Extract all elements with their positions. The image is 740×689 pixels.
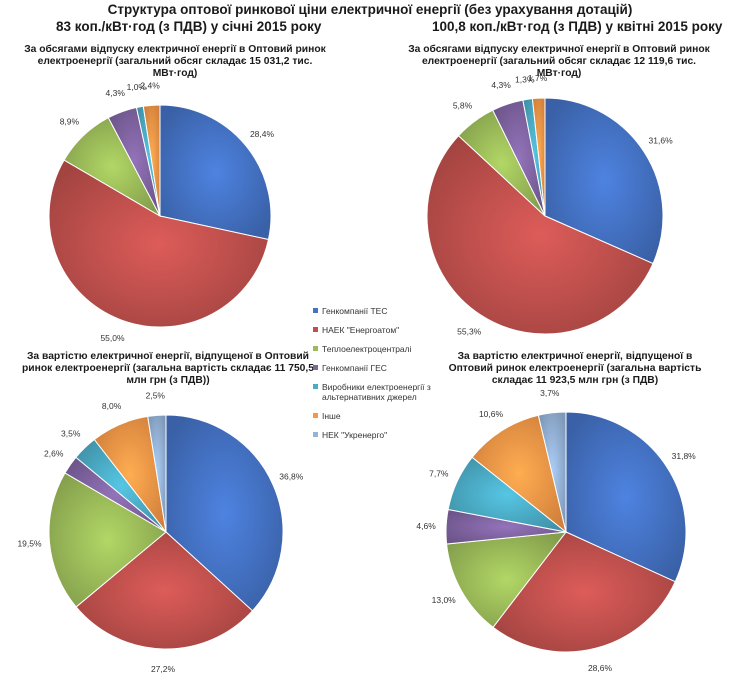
data-label-renewables: 3,5% [61, 429, 81, 439]
data-label-tpp-gencos: 36,8% [279, 472, 304, 482]
data-label-chp: 19,5% [17, 538, 42, 548]
legend-swatch [313, 308, 318, 313]
legend-item-tpp-gencos: Генкомпанії ТЕС [313, 306, 473, 316]
data-label-other: 1,7% [528, 73, 548, 83]
legend-swatch [313, 384, 318, 389]
data-label-tpp-gencos: 31,6% [649, 136, 674, 146]
pie-slice-energoatom [426, 135, 654, 335]
pie-slice-chp [446, 531, 568, 628]
legend-label: Виробники електроенергії з альтернативни… [322, 382, 431, 402]
legend-item-chp: Теплоелектроцентралі [313, 344, 473, 354]
data-label-tpp-gencos: 28,4% [250, 129, 275, 139]
pie-slice-other [142, 104, 161, 217]
pie-slice-ukrenergo [537, 411, 567, 533]
data-label-ukrenergo: 3,7% [540, 388, 560, 398]
data-label-chp: 8,9% [60, 116, 80, 126]
legend-label: НАЕК "Енергоатом" [322, 325, 400, 335]
data-label-other: 2,4% [140, 80, 160, 90]
chart-title-volume-january: За обсягами відпуску електричної енергії… [24, 44, 326, 79]
legend-label: НЕК "Укренерго" [322, 430, 388, 440]
chart-title-volume-april: За обсягами відпуску електричної енергії… [408, 44, 710, 79]
legend-label: Інше [322, 411, 341, 421]
legend-swatch [313, 327, 318, 332]
pie-value-april: 31,8% 28,6% 13,0% 4,6% 7,7% 10,6% 3,7% [416, 388, 696, 673]
page-title: Структура оптової ринкової ціни електрич… [107, 2, 633, 17]
legend-item-energoatom: НАЕК "Енергоатом" [313, 325, 473, 335]
data-label-hpp-gencos: 4,3% [491, 80, 511, 90]
data-label-renewables: 1,3% [515, 75, 535, 85]
legend-swatch [313, 432, 318, 437]
legend-label: Генкомпанії ГЕС [322, 363, 387, 373]
legend: Генкомпанії ТЕС НАЕК "Енергоатом" Теплое… [313, 306, 473, 449]
pie-slice-energoatom [492, 531, 676, 653]
data-label-energoatom: 55,3% [457, 326, 482, 336]
pie-slice-energoatom [75, 531, 254, 650]
legend-item-other: Інше [313, 411, 473, 421]
chart-title-value-april: За вартістю електричної енергії, відпуще… [448, 351, 702, 386]
legend-item-hpp-gencos: Генкомпанії ГЕС [313, 363, 473, 373]
pie-slice-tpp-gencos [159, 104, 272, 241]
data-label-renewables: 7,7% [429, 469, 449, 479]
legend-label: Генкомпанії ТЕС [322, 306, 388, 316]
legend-swatch [313, 413, 318, 418]
legend-label: Теплоелектроцентралі [322, 344, 412, 354]
data-label-hpp-gencos: 4,6% [416, 521, 436, 531]
subtitle-january: 83 коп./кВт·год (з ПДВ) у січні 2015 рок… [56, 19, 322, 34]
subtitle-april: 100,8 коп./кВт·год (з ПДВ) у квітні 2015… [432, 19, 723, 34]
pie-volume-january: 28,4% 55,0% 8,9% 4,3%1,0%2,4% [48, 80, 275, 343]
pie-slice-tpp-gencos [544, 97, 664, 265]
data-label-ukrenergo: 2,5% [146, 390, 166, 400]
pie-slice-chp [48, 472, 167, 608]
chart-title-value-january: За вартістю електричної енергії, відпуще… [21, 351, 314, 386]
data-label-other: 8,0% [102, 401, 122, 411]
data-label-energoatom: 27,2% [151, 664, 176, 674]
pie-slice-other [471, 414, 567, 534]
data-label-renewables: 1,0% [127, 82, 147, 92]
legend-item-ukrenergo: НЕК "Укренерго" [313, 430, 473, 440]
legend-swatch [313, 365, 318, 370]
legend-item-renewables: Виробники електроенергії з альтернативни… [313, 382, 473, 402]
data-label-hpp-gencos: 2,6% [44, 449, 64, 459]
legend-swatch [313, 346, 318, 351]
pie-slice-energoatom [48, 159, 270, 328]
data-label-chp: 13,0% [432, 595, 457, 605]
pie-slice-other [531, 97, 546, 217]
pie-slice-tpp-gencos [565, 411, 687, 583]
data-label-tpp-gencos: 31,8% [672, 451, 697, 461]
data-label-hpp-gencos: 4,3% [106, 88, 126, 98]
pie-volume-april: 31,6% 55,3% 5,8% 4,3% 1,3%1,7% [426, 73, 674, 336]
data-label-chp: 5,8% [453, 100, 473, 110]
pie-slice-tpp-gencos [165, 414, 284, 612]
data-label-other: 10,6% [479, 409, 504, 419]
pie-value-january: 36,8% 27,2% 19,5% 2,6% 3,5% 8,0% 2,5% [17, 390, 303, 674]
pie-slice-ukrenergo [147, 414, 167, 533]
data-label-energoatom: 55,0% [100, 333, 125, 343]
data-label-energoatom: 28,6% [588, 663, 613, 673]
